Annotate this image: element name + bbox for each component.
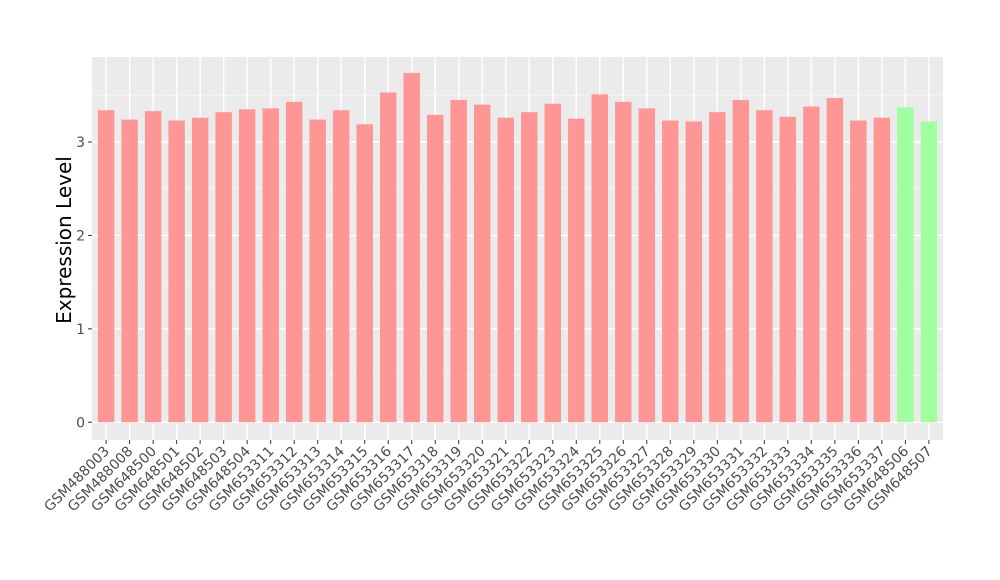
bar-GSM648503 [215,112,232,423]
bar-GSM653328 [662,120,679,423]
bar-GSM653321 [497,117,514,423]
bar-GSM488003 [97,110,115,423]
y-tick-label: 1 [76,322,85,338]
bar-GSM653313 [309,119,326,423]
bar-GSM653320 [474,104,491,423]
bar-GSM653335 [826,98,844,423]
bar-GSM653312 [285,101,303,423]
bar-GSM653322 [521,112,538,423]
y-tick-label: 0 [76,415,85,431]
bar-GSM648500 [144,111,162,423]
bar-GSM653327 [638,108,656,423]
bar-GSM653319 [450,99,467,423]
bar-GSM648501 [168,120,185,423]
bar-GSM653334 [803,106,820,423]
y-tick-label: 3 [76,135,85,151]
bar-GSM653333 [779,116,797,423]
bar-GSM653318 [426,114,444,423]
bar-GSM653317 [403,72,420,423]
bar-GSM653331 [732,99,750,423]
bar-GSM648502 [191,117,209,423]
bar-GSM653337 [873,117,891,423]
bar-GSM653314 [332,110,350,423]
bar-GSM653326 [615,101,632,423]
bar-GSM653324 [568,118,585,423]
y-axis-label: Expression Level [52,156,76,324]
bar-GSM653330 [709,112,726,423]
bar-GSM648507 [920,121,938,423]
bar-GSM653316 [379,92,397,423]
bar-GSM653329 [685,121,703,423]
bar-GSM488008 [121,119,138,423]
bar-GSM648506 [897,107,914,423]
y-tick-label: 2 [76,228,85,244]
bar-GSM653323 [544,103,561,423]
bar-GSM653325 [591,94,609,423]
bar-GSM648504 [238,109,256,423]
bar-GSM653332 [756,110,773,423]
bar-GSM653336 [850,120,867,423]
plot-panel [92,57,943,440]
bar-GSM653311 [262,108,279,423]
bar-GSM653315 [356,124,373,423]
